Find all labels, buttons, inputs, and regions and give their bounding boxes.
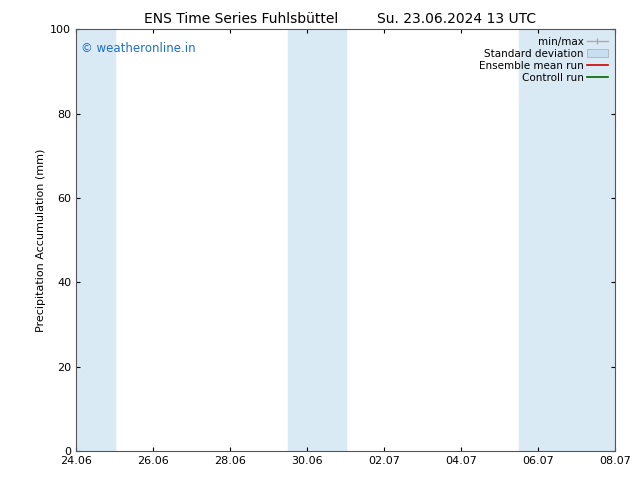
Legend: min/max, Standard deviation, Ensemble mean run, Controll run: min/max, Standard deviation, Ensemble me… xyxy=(477,35,610,85)
Text: ENS Time Series Fuhlsbüttel: ENS Time Series Fuhlsbüttel xyxy=(144,12,338,26)
Text: © weatheronline.in: © weatheronline.in xyxy=(81,42,196,55)
Bar xyxy=(519,29,557,451)
Bar xyxy=(76,29,115,451)
Bar xyxy=(288,29,346,451)
Text: Su. 23.06.2024 13 UTC: Su. 23.06.2024 13 UTC xyxy=(377,12,536,26)
Y-axis label: Precipitation Accumulation (mm): Precipitation Accumulation (mm) xyxy=(36,148,46,332)
Bar xyxy=(557,29,615,451)
